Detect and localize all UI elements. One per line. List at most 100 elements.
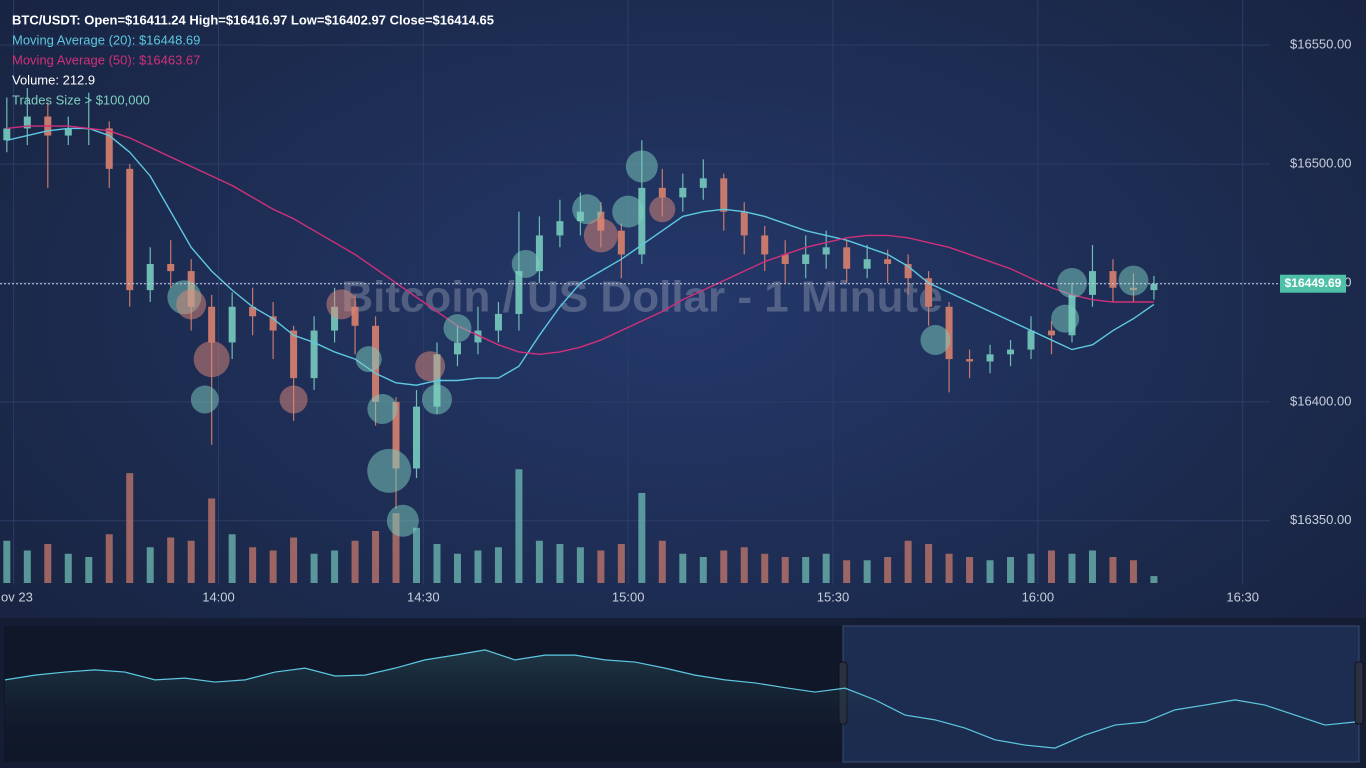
moving-average-line <box>6 125 1154 356</box>
legend-entry: Trades Size > $100,000 <box>12 92 150 107</box>
volume-bar <box>720 550 728 583</box>
volume-bar <box>1088 550 1096 583</box>
volume-bar <box>474 550 482 583</box>
volume-bar <box>597 550 605 583</box>
trade-bubble <box>190 385 219 414</box>
candle-body <box>884 259 892 264</box>
volume-bar <box>617 544 625 583</box>
volume-bar <box>515 469 523 583</box>
watermark: Bitcoin / US Dollar - 1 Minute <box>341 273 942 322</box>
volume-bar <box>986 560 994 583</box>
volume-bar <box>372 531 380 583</box>
candle-body <box>945 306 953 360</box>
candle-body <box>966 359 974 362</box>
volume-bar <box>228 534 236 583</box>
volume-bar <box>1048 550 1056 583</box>
candle-body <box>617 230 625 255</box>
volume-bar <box>249 547 257 583</box>
candle-body <box>658 187 666 198</box>
candle-body <box>1150 283 1158 291</box>
candle-body <box>290 330 298 379</box>
volume-bar <box>1150 576 1158 583</box>
candle-body <box>269 316 277 331</box>
volume-bar <box>679 553 687 583</box>
volume-bar <box>187 540 195 583</box>
volume-bar <box>3 540 11 583</box>
legend-entry: BTC/USDT: Open=$16411.24 High=$16416.97 … <box>12 12 494 27</box>
trade-bubble <box>355 346 382 373</box>
volume-bar <box>494 547 502 583</box>
candle-body <box>556 221 564 236</box>
volume-bar <box>85 557 93 583</box>
trade-bubble <box>421 384 452 415</box>
volume-bar <box>413 527 421 583</box>
volume-bar <box>310 553 318 583</box>
candle-body <box>925 278 933 307</box>
trade-bubble <box>1051 304 1080 333</box>
candle-body <box>535 235 543 272</box>
volume-bar <box>1109 557 1117 583</box>
volume-bar <box>638 492 646 583</box>
volume-bar <box>884 557 892 583</box>
trade-bubble <box>415 351 446 382</box>
candle-body <box>986 354 994 362</box>
trade-bubble <box>920 325 951 356</box>
candle-body <box>781 254 789 264</box>
candle-body <box>228 306 236 343</box>
candle-body <box>167 263 175 272</box>
trade-bubble <box>1118 265 1149 296</box>
legend-entry: Moving Average (20): $16448.69 <box>12 32 200 47</box>
candle-body <box>699 178 707 188</box>
last-price-box <box>1280 274 1346 293</box>
overview-handle[interactable] <box>1354 661 1364 725</box>
candle-body <box>208 306 216 343</box>
volume-bar <box>433 544 441 583</box>
y-tick-label: $16500.00 <box>1290 156 1351 171</box>
trade-bubble <box>193 341 230 378</box>
candle-body <box>413 406 421 469</box>
trade-bubble <box>649 196 676 223</box>
volume-bar <box>351 540 359 583</box>
trade-bubble <box>443 314 472 343</box>
trade-bubble <box>1056 267 1087 298</box>
volume-bar <box>453 553 461 583</box>
y-tick-label: $16550.00 <box>1290 37 1351 52</box>
x-tick-label: 14:00 <box>202 589 235 604</box>
x-tick-label: 16:30 <box>1226 589 1259 604</box>
volume-bar <box>781 557 789 583</box>
volume-bar <box>392 513 400 583</box>
trade-bubble <box>625 150 658 183</box>
moving-average-line <box>6 127 1155 386</box>
trade-bubble <box>279 385 308 414</box>
candle-body <box>146 263 154 291</box>
trade-bubble <box>572 194 603 225</box>
volume-bar <box>269 550 277 583</box>
candle-body <box>679 187 687 198</box>
volume-bar <box>925 544 933 583</box>
candle-body <box>351 306 359 326</box>
trade-bubble <box>612 195 645 228</box>
trade-bubble <box>511 249 540 278</box>
trade-bubble <box>583 218 618 253</box>
volume-bar <box>167 537 175 583</box>
candle-body <box>1088 271 1096 295</box>
candle-body <box>1048 330 1056 336</box>
legend-entry: Volume: 212.9 <box>12 72 95 87</box>
volume-bar <box>1068 553 1076 583</box>
volume-bar <box>761 553 769 583</box>
volume-bar <box>556 544 564 583</box>
candle-body <box>453 342 461 355</box>
candle-body <box>863 259 871 269</box>
x-tick-label: 16:00 <box>1022 589 1055 604</box>
y-tick-label: $16350.00 <box>1290 512 1351 527</box>
candle-body <box>822 247 830 255</box>
candle-body <box>23 116 31 129</box>
volume-bar <box>658 540 666 583</box>
candle-body <box>331 306 339 331</box>
volume-bar <box>146 547 154 583</box>
overview-line <box>4 649 1356 749</box>
candle-body <box>802 254 810 264</box>
candle-body <box>904 263 912 279</box>
